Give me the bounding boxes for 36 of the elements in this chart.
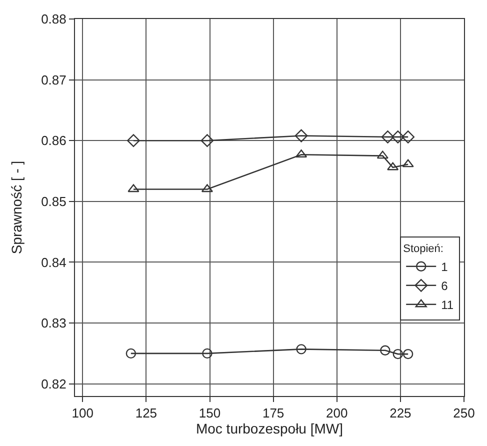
y-axis-title: Sprawność [ - ] [8, 160, 25, 254]
point [402, 348, 414, 360]
legend-label: 11 [441, 298, 454, 312]
point [294, 129, 308, 142]
x-tick-label: 150 [198, 406, 221, 421]
x-tick-label: 200 [326, 406, 348, 421]
point [202, 348, 212, 359]
point [380, 345, 390, 356]
point [127, 134, 140, 148]
legend-label: 6 [441, 279, 448, 294]
y-tick-label: 0.87 [41, 72, 66, 88]
y-tick-label: 0.88 [41, 12, 66, 27]
point [126, 348, 136, 359]
y-tick-label: 0.84 [41, 254, 66, 270]
y-tick-label: 0.82 [41, 376, 66, 392]
legend-title: Stopień: [403, 242, 444, 255]
point [376, 150, 388, 159]
point [128, 184, 140, 192]
point [392, 348, 403, 360]
y-tick-label: 0.83 [41, 316, 66, 331]
x-tick-label: 250 [453, 406, 475, 421]
point [402, 130, 415, 144]
point [296, 344, 306, 354]
point [402, 159, 414, 168]
x-tick-label: 100 [72, 406, 94, 421]
x-tick-label: 175 [262, 406, 284, 421]
x-tick-label: 125 [135, 406, 158, 421]
legend-label: 1 [441, 260, 448, 274]
point [391, 130, 404, 144]
point [381, 130, 394, 144]
y-tick-label: 0.86 [41, 133, 66, 148]
x-axis-title: Moc turbozespołu [MW] [196, 420, 344, 437]
point [387, 162, 399, 170]
x-tick-label: 225 [390, 406, 412, 421]
y-tick-label: 0.85 [41, 194, 66, 209]
point [200, 134, 214, 148]
